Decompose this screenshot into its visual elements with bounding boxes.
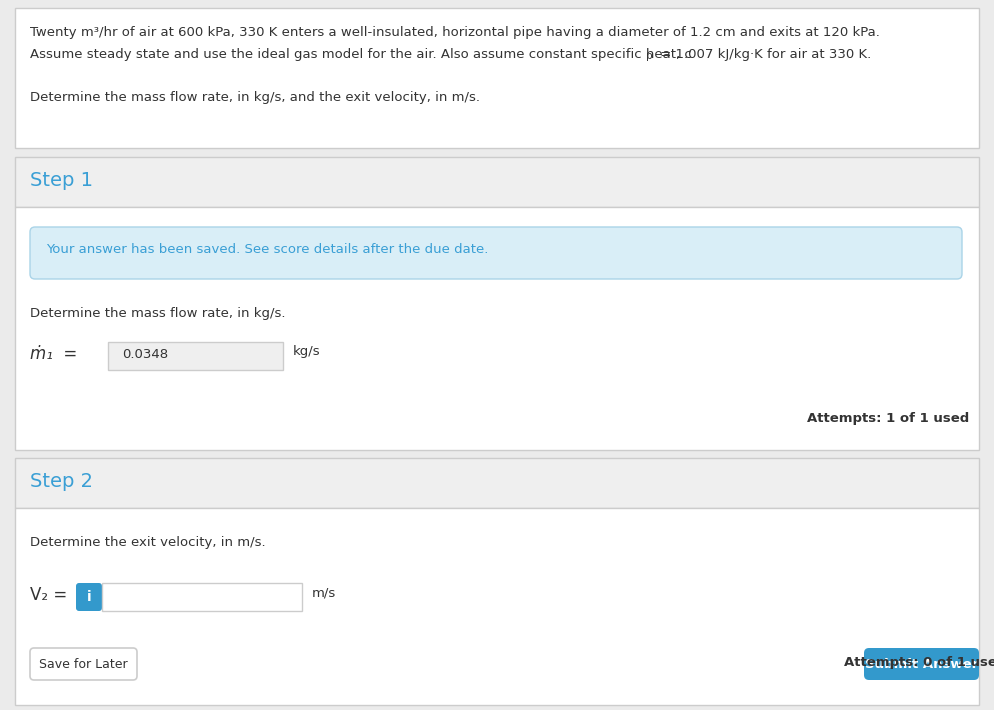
FancyBboxPatch shape <box>30 227 962 279</box>
Text: m/s: m/s <box>312 586 336 599</box>
Text: Step 2: Step 2 <box>30 472 93 491</box>
Text: i: i <box>86 590 91 604</box>
Text: Attempts: 0 of 1 used: Attempts: 0 of 1 used <box>844 656 994 669</box>
Text: = 1.007 kJ/kg·K for air at 330 K.: = 1.007 kJ/kg·K for air at 330 K. <box>656 48 872 61</box>
Text: ṁ₁  =: ṁ₁ = <box>30 345 78 363</box>
Bar <box>102 583 302 611</box>
FancyBboxPatch shape <box>864 648 979 680</box>
Text: 0.0348: 0.0348 <box>122 348 168 361</box>
FancyBboxPatch shape <box>30 648 137 680</box>
Text: Determine the mass flow rate, in kg/s, and the exit velocity, in m/s.: Determine the mass flow rate, in kg/s, a… <box>30 91 480 104</box>
Text: Your answer has been saved. See score details after the due date.: Your answer has been saved. See score de… <box>46 243 488 256</box>
Text: Save for Later: Save for Later <box>39 657 128 670</box>
Text: Determine the exit velocity, in m/s.: Determine the exit velocity, in m/s. <box>30 536 265 549</box>
Bar <box>15 508 979 705</box>
Text: Submit Answer: Submit Answer <box>865 657 978 670</box>
Bar <box>108 342 283 370</box>
FancyBboxPatch shape <box>76 583 102 611</box>
Text: V₂ =: V₂ = <box>30 586 68 604</box>
Bar <box>15 8 979 148</box>
Text: Assume steady state and use the ideal gas model for the air. Also assume constan: Assume steady state and use the ideal ga… <box>30 48 692 61</box>
Bar <box>15 157 979 207</box>
Text: Step 1: Step 1 <box>30 171 93 190</box>
Text: kg/s: kg/s <box>293 345 321 358</box>
Text: Attempts: 1 of 1 used: Attempts: 1 of 1 used <box>807 412 969 425</box>
Text: p: p <box>646 51 653 61</box>
Bar <box>15 207 979 450</box>
Text: Twenty m³/hr of air at 600 kPa, 330 K enters a well-insulated, horizontal pipe h: Twenty m³/hr of air at 600 kPa, 330 K en… <box>30 26 880 39</box>
Text: Determine the mass flow rate, in kg/s.: Determine the mass flow rate, in kg/s. <box>30 307 285 320</box>
Bar <box>15 458 979 508</box>
